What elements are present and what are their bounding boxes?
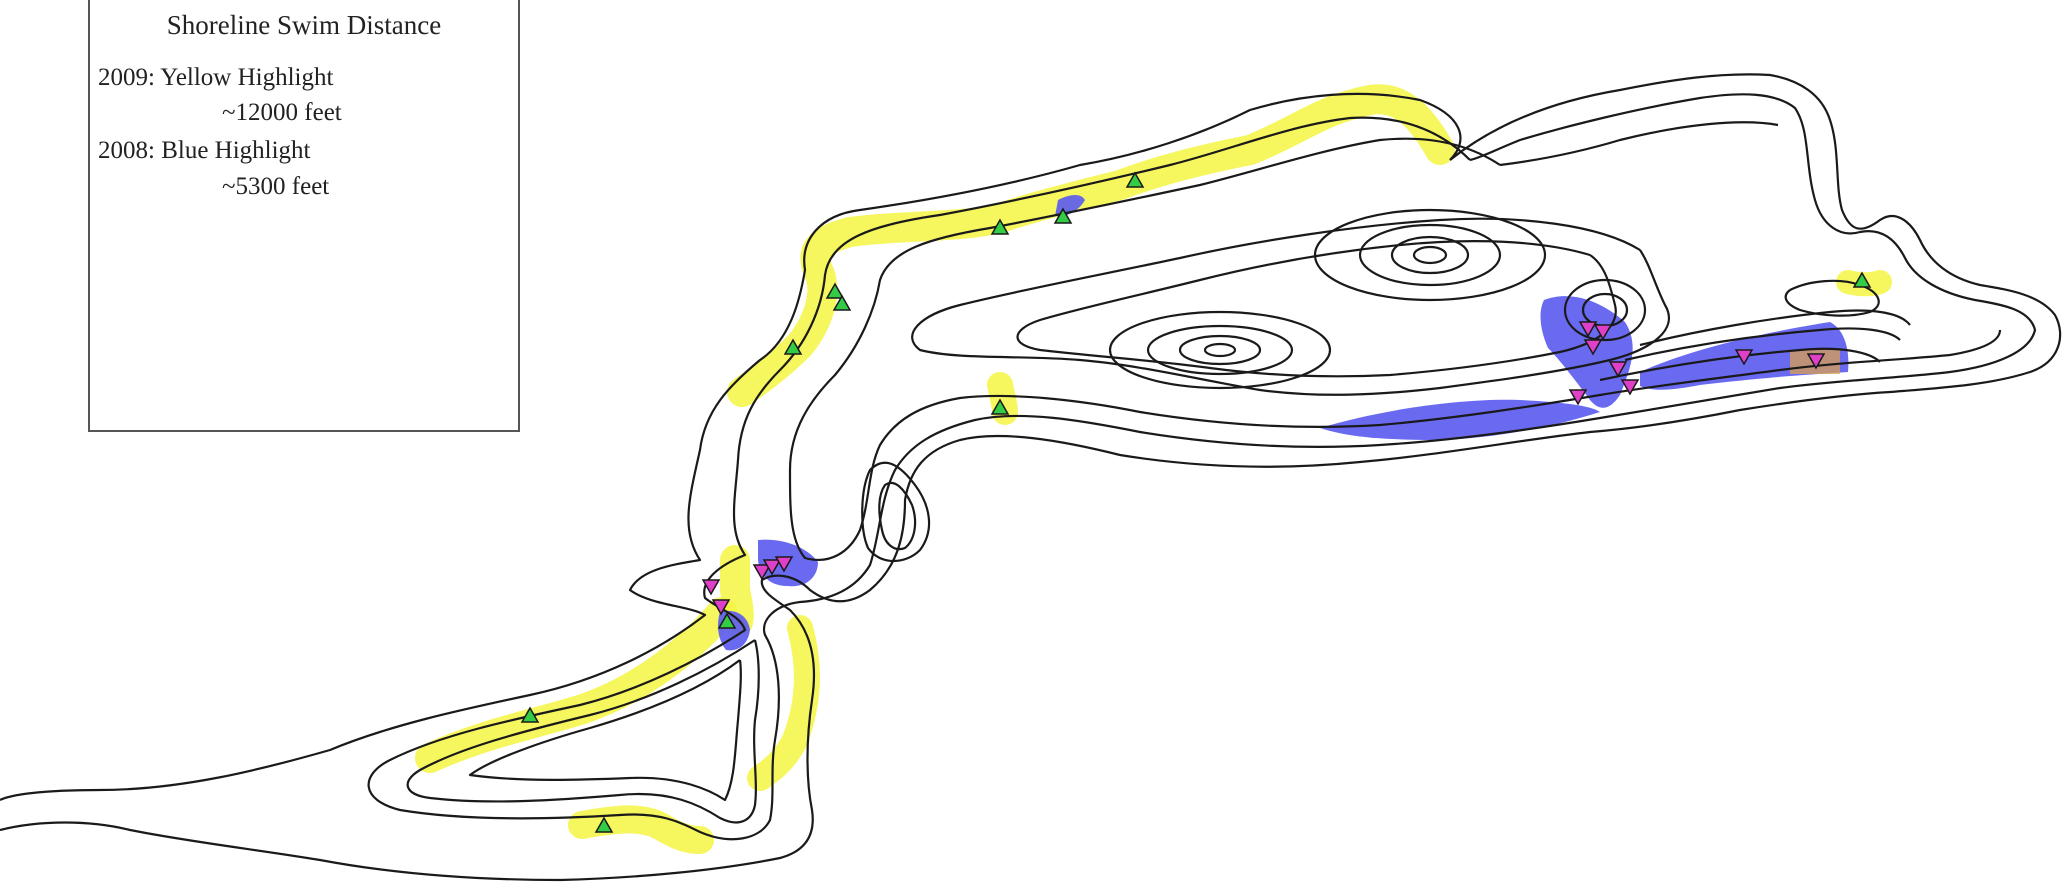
green-triangle-icon	[1125, 171, 1145, 188]
legend-2008-distance: ~5300 feet	[222, 173, 330, 200]
magenta-inverted-triangle-icon	[1583, 339, 1603, 356]
green-triangle-icon	[717, 612, 737, 629]
green-triangle-icon	[594, 816, 614, 833]
green-triangle-icon	[990, 398, 1010, 415]
magenta-triangle-markers	[701, 321, 1826, 616]
green-triangle-markers	[520, 171, 1872, 833]
legend-2009-label: 2009: Yellow Highlight	[98, 64, 334, 91]
green-triangle-icon	[990, 218, 1010, 235]
magenta-inverted-triangle-icon	[1806, 353, 1826, 370]
magenta-inverted-triangle-icon	[1734, 349, 1754, 366]
magenta-inverted-triangle-icon	[1578, 321, 1598, 338]
magenta-inverted-triangle-icon	[711, 599, 731, 616]
magenta-inverted-triangle-icon	[774, 556, 794, 573]
legend-title: Shoreline Swim Distance	[166, 10, 442, 40]
legend-2008-label: 2008: Blue Highlight	[98, 137, 311, 164]
magenta-inverted-triangle-icon	[1568, 389, 1588, 406]
green-triangle-icon	[1852, 271, 1872, 288]
green-triangle-icon	[520, 706, 540, 723]
green-triangle-icon	[783, 338, 803, 355]
green-triangle-icon	[825, 282, 845, 299]
magenta-inverted-triangle-icon	[762, 559, 782, 576]
magenta-inverted-triangle-icon	[1593, 324, 1613, 341]
legend-box: Shoreline Swim Distance 2009: Yellow Hig…	[88, 0, 520, 432]
magenta-inverted-triangle-icon	[1620, 379, 1640, 396]
contour-lines	[0, 73, 2062, 882]
magenta-inverted-triangle-icon	[701, 579, 721, 596]
magenta-inverted-triangle-icon	[1608, 361, 1628, 378]
green-triangle-icon	[1053, 207, 1073, 224]
magenta-inverted-triangle-icon	[752, 564, 772, 581]
highlight-2008	[718, 195, 1849, 651]
highlight-2009	[415, 84, 1892, 854]
legend-2009-distance: ~12000 feet	[222, 99, 342, 126]
green-triangle-icon	[832, 294, 852, 311]
